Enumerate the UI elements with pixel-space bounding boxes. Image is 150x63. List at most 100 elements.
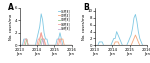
G1P[8] xyxy=(29,45,30,46)
Line: G4P[8]: G4P[8] xyxy=(20,33,72,45)
G3P[8] xyxy=(24,45,26,46)
G9P[8] xyxy=(33,45,35,46)
Line: G9P[8]: G9P[8] xyxy=(20,39,72,45)
G4P[8] xyxy=(55,45,57,46)
Wa-like xyxy=(146,45,148,46)
DS-1–like xyxy=(120,45,122,46)
G1P[8] xyxy=(19,45,20,46)
Wa-like xyxy=(142,45,144,46)
G4P[8] xyxy=(71,45,72,46)
G3P[8] xyxy=(32,45,33,46)
DS-1–like xyxy=(145,45,146,46)
DS-1–like xyxy=(140,45,142,46)
Wa-like xyxy=(108,45,110,46)
Wa-like xyxy=(135,14,136,15)
G3P[8] xyxy=(30,45,32,46)
G4P[8] xyxy=(68,45,70,46)
G9P[8] xyxy=(52,45,54,46)
G4P[8] xyxy=(19,45,20,46)
Wa-like xyxy=(107,45,109,46)
Wa-like xyxy=(106,45,107,46)
G3P[8] xyxy=(48,45,49,46)
G2P[4] xyxy=(45,45,46,46)
G9P[8] xyxy=(49,45,51,46)
Text: A: A xyxy=(8,3,14,12)
G4P[8] xyxy=(34,45,36,46)
DS-1–like xyxy=(101,45,103,46)
G9P[8] xyxy=(69,45,71,46)
G3P[8] xyxy=(23,45,25,46)
Wa-like xyxy=(139,38,141,39)
G3P[8] xyxy=(53,45,55,46)
G9P[8] xyxy=(62,45,64,46)
DS-1–like xyxy=(108,45,110,46)
G2P[4] xyxy=(52,45,54,46)
G9P[8] xyxy=(36,45,38,46)
DS-1–like xyxy=(129,45,130,46)
G2P[4] xyxy=(49,45,51,46)
G2P[4] xyxy=(53,45,55,46)
G1P[8] xyxy=(42,20,43,21)
G4P[8] xyxy=(46,45,48,46)
Wa-like xyxy=(94,45,96,46)
DS-1–like xyxy=(136,38,138,39)
G1P[8] xyxy=(52,45,54,46)
DS-1–like xyxy=(127,45,129,46)
Text: B: B xyxy=(84,3,89,12)
Wa-like xyxy=(114,38,116,39)
G2P[4] xyxy=(63,45,65,46)
G1P[8] xyxy=(62,45,64,46)
G1P[8] xyxy=(63,45,65,46)
G1P[8] xyxy=(39,26,41,27)
G1P[8] xyxy=(27,45,29,46)
G1P[8] xyxy=(65,45,67,46)
Wa-like xyxy=(119,38,120,39)
G9P[8] xyxy=(68,45,70,46)
G4P[8] xyxy=(36,45,38,46)
Wa-like xyxy=(145,45,146,46)
G4P[8] xyxy=(32,45,33,46)
G3P[8] xyxy=(71,45,72,46)
G1P[8] xyxy=(21,45,23,46)
G3P[8] xyxy=(69,45,71,46)
Wa-like xyxy=(136,21,138,22)
G4P[8] xyxy=(65,45,67,46)
Legend: G1P[8], G2P[4], G3P[8], G4P[8], G9P[8]: G1P[8], G2P[4], G3P[8], G4P[8], G9P[8] xyxy=(58,9,70,31)
G4P[8] xyxy=(49,45,51,46)
G9P[8] xyxy=(30,45,32,46)
Wa-like xyxy=(103,45,105,46)
DS-1–like xyxy=(94,45,96,46)
G4P[8] xyxy=(66,45,68,46)
G9P[8] xyxy=(50,45,52,46)
DS-1–like xyxy=(104,45,106,46)
DS-1–like xyxy=(96,45,97,46)
G2P[4] xyxy=(21,45,23,46)
G4P[8] xyxy=(60,45,62,46)
G3P[8] xyxy=(50,45,52,46)
Y-axis label: No. cases/mo: No. cases/mo xyxy=(81,13,85,40)
DS-1–like xyxy=(143,45,145,46)
Wa-like xyxy=(113,38,115,39)
DS-1–like xyxy=(110,45,112,46)
G3P[8] xyxy=(60,45,62,46)
G1P[8] xyxy=(30,45,32,46)
G4P[8] xyxy=(56,45,58,46)
G9P[8] xyxy=(26,45,28,46)
G4P[8] xyxy=(29,45,30,46)
G1P[8] xyxy=(34,45,36,46)
G9P[8] xyxy=(21,45,23,46)
DS-1–like xyxy=(103,45,105,46)
G9P[8] xyxy=(58,45,59,46)
DS-1–like xyxy=(97,45,99,46)
G3P[8] xyxy=(63,45,65,46)
G3P[8] xyxy=(65,45,67,46)
G2P[4] xyxy=(71,45,72,46)
G4P[8] xyxy=(33,45,35,46)
G3P[8] xyxy=(34,45,36,46)
G1P[8] xyxy=(55,45,57,46)
G4P[8] xyxy=(69,45,71,46)
DS-1–like xyxy=(142,45,144,46)
DS-1–like xyxy=(146,45,148,46)
G9P[8] xyxy=(55,45,57,46)
G9P[8] xyxy=(37,45,39,46)
